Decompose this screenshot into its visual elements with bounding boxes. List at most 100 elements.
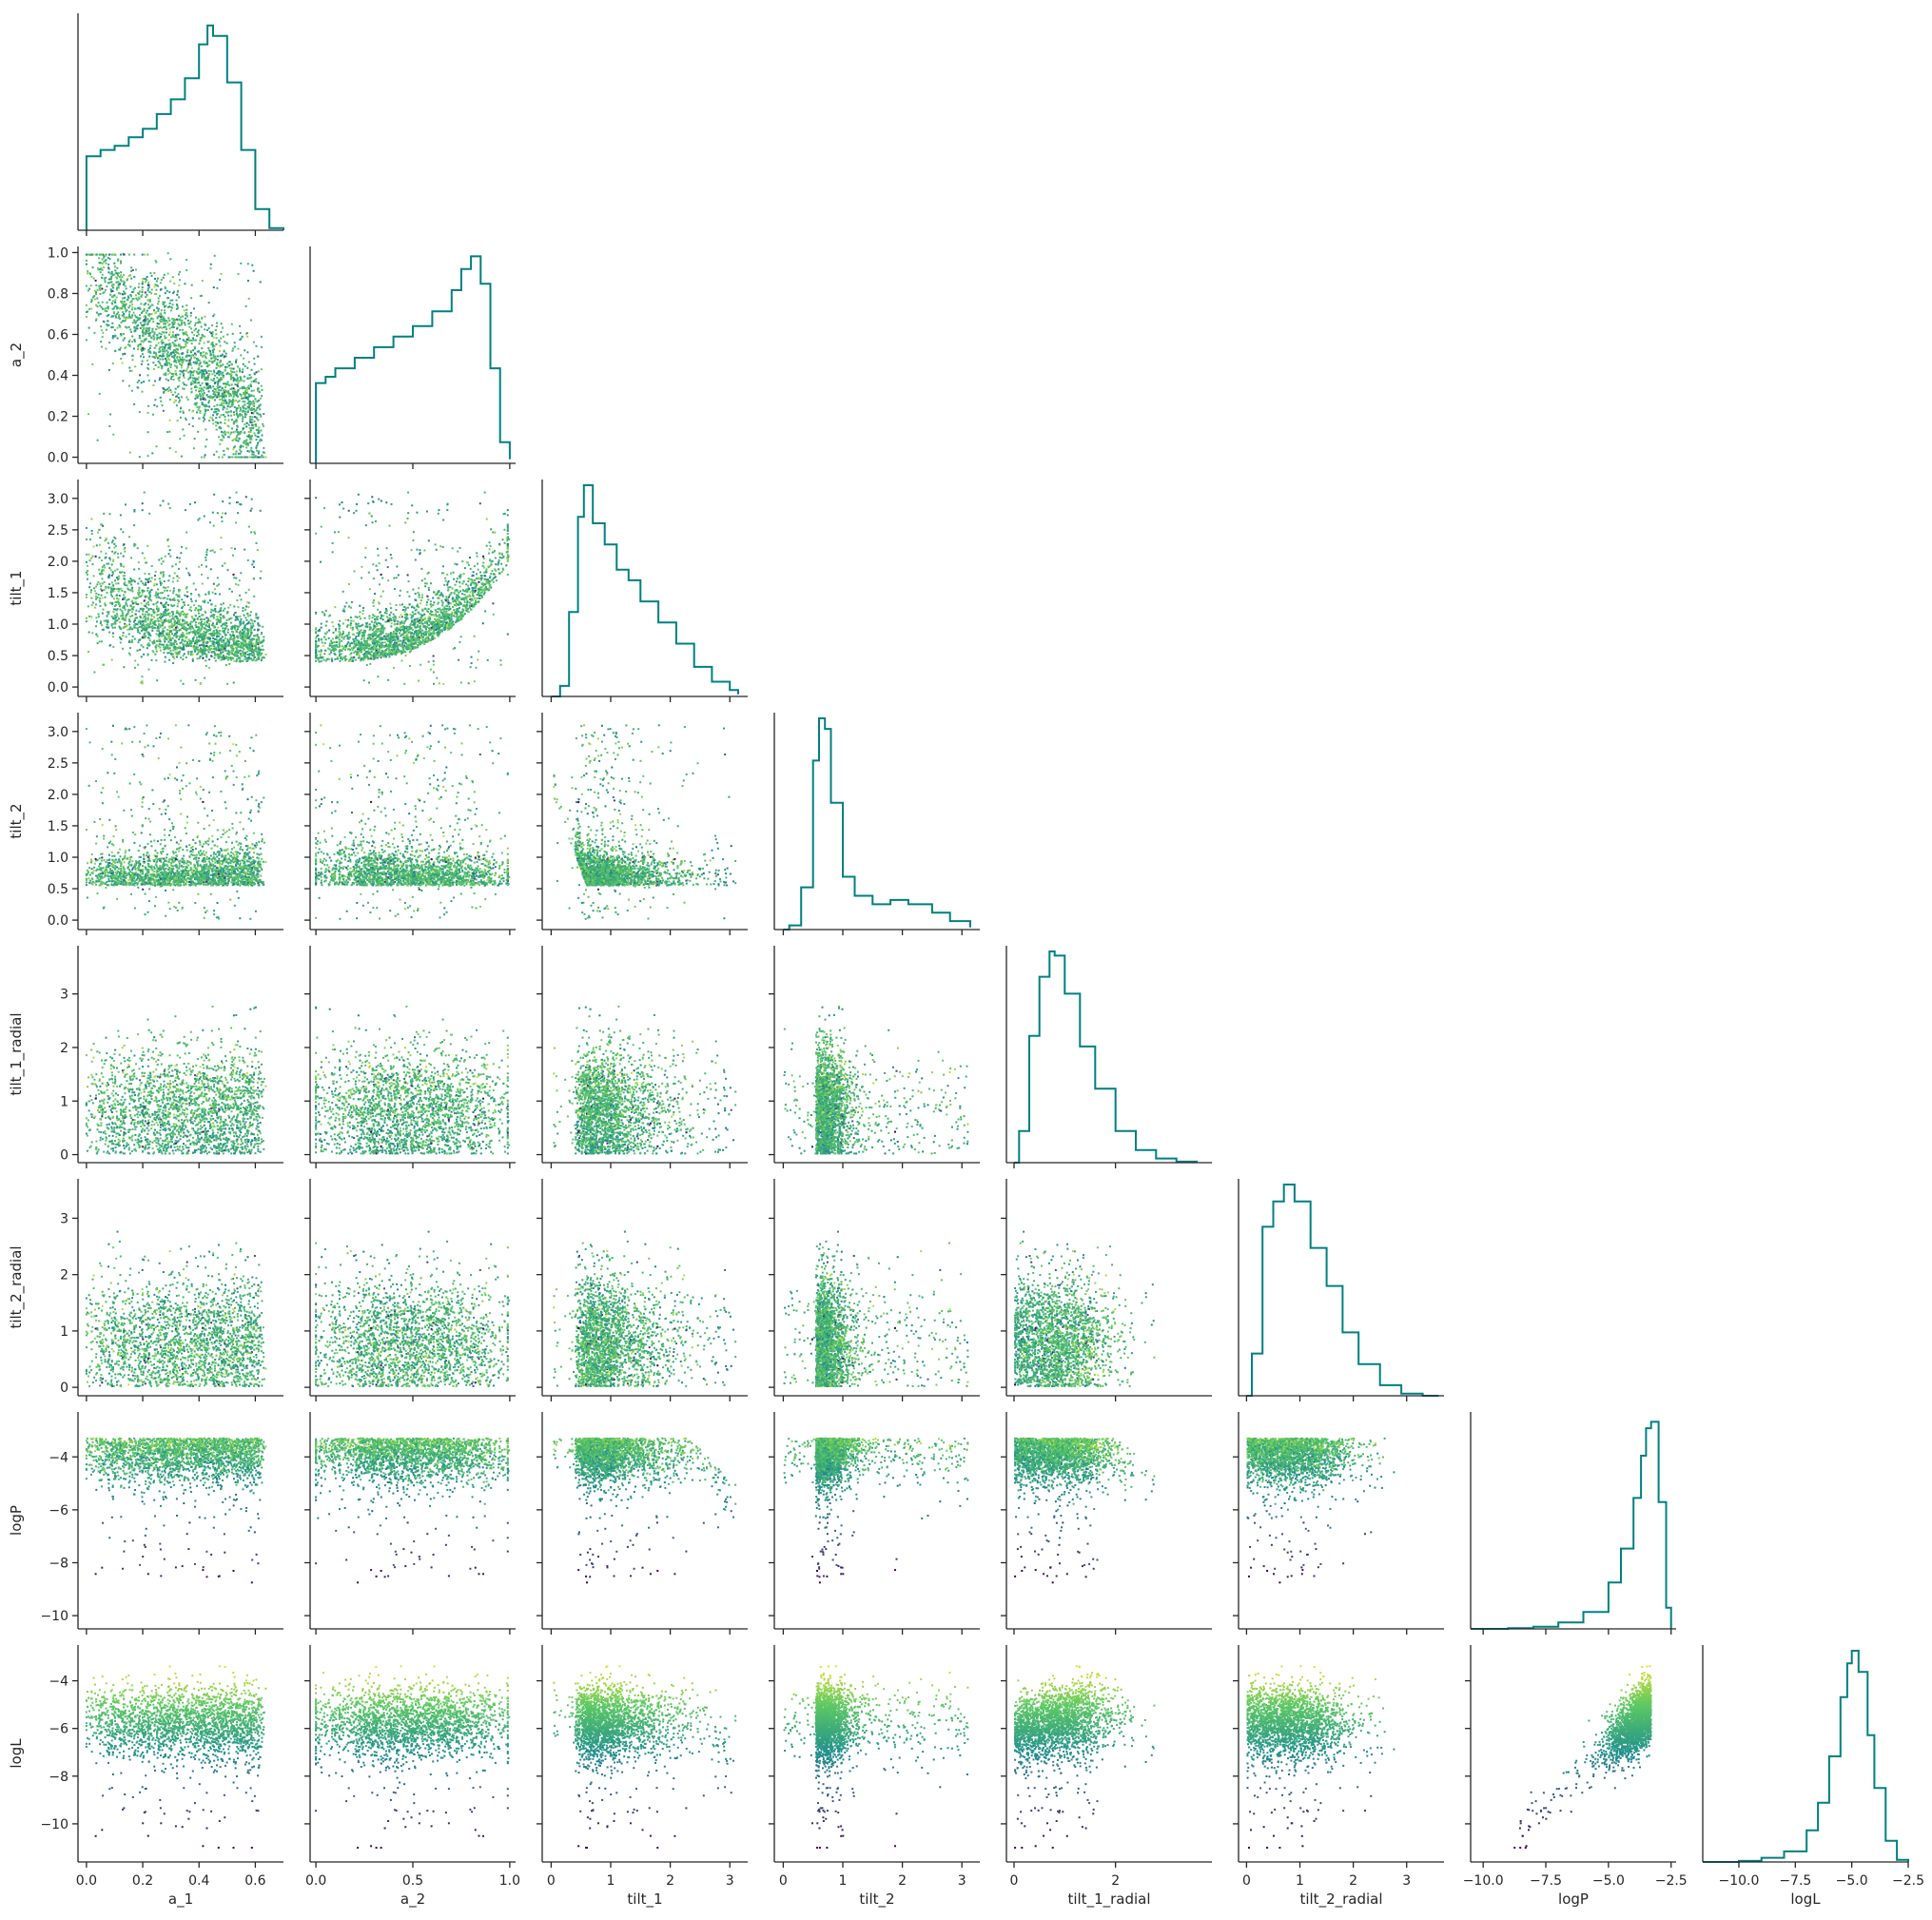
scatter-point <box>246 332 248 334</box>
scatter-point <box>202 396 204 398</box>
scatter-point <box>163 347 165 349</box>
scatter-point <box>133 298 135 300</box>
scatter-point <box>211 373 213 375</box>
scatter-point <box>147 300 149 302</box>
scatter-point <box>123 313 125 315</box>
scatter-point <box>171 326 173 328</box>
scatter-point <box>244 365 246 367</box>
scatter-point <box>145 291 146 293</box>
scatter-point <box>234 383 236 385</box>
scatter-point <box>243 363 244 365</box>
scatter-point <box>236 410 238 412</box>
scatter-point <box>86 254 88 256</box>
scatter-point <box>129 452 131 454</box>
scatter-point <box>151 328 153 330</box>
scatter-point <box>89 272 91 274</box>
scatter-point <box>261 336 263 338</box>
scatter-point <box>123 284 125 285</box>
scatter-point <box>140 303 142 304</box>
scatter-point <box>207 402 209 403</box>
scatter-point <box>153 351 155 353</box>
histogram-a_1 <box>87 26 283 230</box>
scatter-point <box>185 259 187 261</box>
scatter-point <box>236 435 238 437</box>
scatter-point <box>228 395 230 397</box>
scatter-point <box>92 297 94 299</box>
scatter-point <box>128 311 130 313</box>
scatter-point <box>210 370 212 372</box>
scatter-point <box>223 402 224 404</box>
scatter-point <box>261 455 263 457</box>
scatter-point <box>256 429 258 431</box>
scatter-point <box>176 348 178 350</box>
scatter-point <box>163 388 165 390</box>
scatter-point <box>161 279 163 281</box>
scatter-point <box>87 270 88 272</box>
scatter-point <box>104 291 106 293</box>
scatter-point <box>228 364 230 366</box>
scatter-point <box>215 424 217 426</box>
scatter-point <box>245 408 247 410</box>
scatter-point <box>208 397 210 399</box>
scatter-point <box>195 403 197 405</box>
scatter-point <box>244 349 245 351</box>
scatter-point <box>128 367 130 369</box>
scatter-point <box>239 438 241 440</box>
scatter-point <box>245 397 247 399</box>
scatter-point <box>204 386 205 388</box>
scatter-point <box>121 322 123 323</box>
scatter-point <box>227 382 229 383</box>
scatter-point <box>223 405 224 407</box>
scatter-point <box>152 384 154 386</box>
scatter-point <box>102 302 104 304</box>
scatter-point <box>100 254 102 256</box>
scatter-point <box>258 382 260 384</box>
scatter-point <box>141 350 143 352</box>
scatter-point <box>141 346 143 348</box>
scatter-point <box>153 272 155 274</box>
scatter-point <box>146 338 147 340</box>
scatter-point <box>95 293 97 295</box>
scatter-point <box>147 282 149 284</box>
scatter-point <box>185 331 186 333</box>
scatter-point <box>128 341 130 343</box>
scatter-point <box>182 305 184 307</box>
scatter-point <box>176 319 178 321</box>
scatter-point <box>197 409 199 411</box>
scatter-point <box>186 351 188 353</box>
scatter-point <box>193 307 195 309</box>
scatter-point <box>129 274 131 276</box>
scatter-point <box>247 280 249 282</box>
scatter-point <box>210 264 212 265</box>
scatter-point <box>244 423 245 425</box>
scatter-point <box>161 327 163 329</box>
scatter-point <box>151 304 153 306</box>
scatter-point <box>119 276 121 278</box>
scatter-point <box>205 445 206 447</box>
scatter-point <box>120 271 122 273</box>
scatter-point <box>97 267 99 269</box>
scatter-point <box>256 418 258 420</box>
scatter-point <box>185 309 187 311</box>
scatter-point <box>250 377 252 379</box>
scatter-point <box>152 362 154 363</box>
scatter-point <box>134 329 136 331</box>
scatter-point <box>157 303 159 304</box>
scatter-point <box>239 449 241 451</box>
scatter-point <box>163 277 165 279</box>
scatter-point <box>133 312 135 314</box>
scatter-point <box>129 339 131 341</box>
scatter-point <box>100 313 102 315</box>
scatter-point <box>226 408 228 410</box>
scatter-point <box>254 373 256 375</box>
scatter-point <box>144 254 146 256</box>
scatter-point <box>131 370 133 372</box>
scatter-point <box>200 352 202 354</box>
scatter-point <box>106 285 107 287</box>
scatter-point <box>224 369 226 371</box>
scatter-point <box>160 282 162 284</box>
scatter-point <box>107 307 109 309</box>
scatter-point <box>88 413 89 415</box>
scatter-point <box>196 335 198 337</box>
scatter-point <box>151 275 153 277</box>
